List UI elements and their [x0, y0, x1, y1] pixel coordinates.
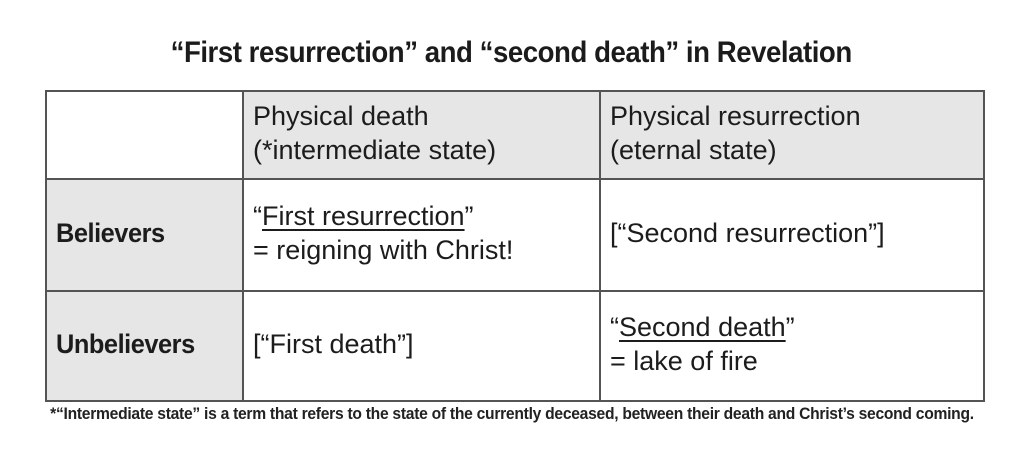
page-title-text: “First resurrection” and “second death” …: [170, 36, 853, 69]
cell-unbelievers-physical-death: [“First death”]: [242, 290, 601, 402]
cell-believers-physical-death: “First resurrection” = reigning with Chr…: [242, 178, 601, 292]
second-death-line: “Second death”: [610, 311, 973, 345]
resurrection-table: Physical death (*intermediate state) Phy…: [45, 90, 985, 402]
row-label-believers: Believers: [45, 178, 244, 292]
row-label-believers-text: Believers: [56, 218, 165, 249]
open-quote: “: [253, 201, 262, 232]
table-header-row: Physical death (*intermediate state) Phy…: [45, 90, 985, 180]
row-label-unbelievers-text: Unbelievers: [56, 329, 195, 360]
corner-cell: [45, 90, 244, 180]
close-quote: ”: [785, 312, 795, 343]
first-resurrection-line: “First resurrection”: [253, 200, 589, 234]
table-row-unbelievers: Unbelievers [“First death”] “Second deat…: [45, 290, 985, 402]
cell-unbelievers-physical-resurrection: “Second death” = lake of fire: [599, 290, 985, 402]
cell-believers-physical-resurrection: [“Second resurrection”]: [599, 178, 985, 292]
first-resurrection-underlined: First resurrection: [262, 201, 465, 232]
column-header-physical-death: Physical death (*intermediate state): [242, 90, 601, 180]
table-row-believers: Believers “First resurrection” = reignin…: [45, 178, 985, 292]
reigning-with-christ-line: = reigning with Christ!: [253, 235, 514, 265]
footnote: *“Intermediate state” is a term that ref…: [0, 404, 1023, 424]
second-death-underlined: Second death: [619, 312, 786, 343]
lake-of-fire-line: = lake of fire: [610, 346, 758, 376]
row-label-unbelievers: Unbelievers: [45, 290, 244, 402]
close-quote: ”: [464, 201, 474, 232]
page-title: “First resurrection” and “second death” …: [0, 36, 1023, 70]
column-header-physical-resurrection: Physical resurrection (eternal state): [599, 90, 985, 180]
footnote-text: *“Intermediate state” is a term that ref…: [49, 404, 974, 423]
open-quote: “: [610, 312, 619, 343]
